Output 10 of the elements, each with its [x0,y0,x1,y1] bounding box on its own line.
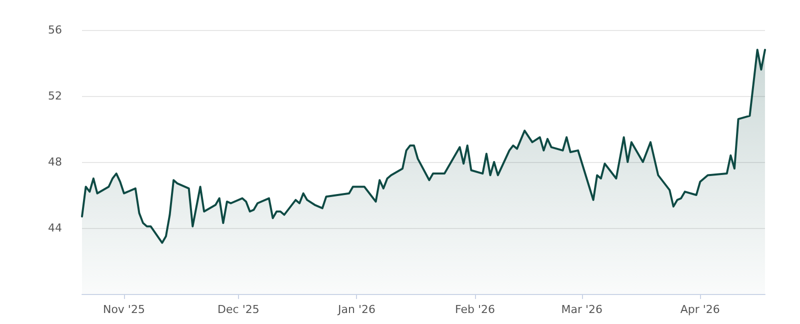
y-tick-label: 44 [48,222,62,234]
y-tick-label: 48 [48,156,62,168]
y-tick-label: 56 [48,24,62,36]
x-tick-label: Dec '25 [218,303,260,316]
x-tick-label: Apr '26 [680,303,720,316]
x-tick-label: Jan '26 [336,303,376,316]
x-tick-label: Feb '26 [455,303,496,316]
x-tick-label: Mar '26 [561,303,602,316]
x-tick-label: Nov '25 [102,303,145,316]
y-tick-label: 52 [48,90,62,102]
